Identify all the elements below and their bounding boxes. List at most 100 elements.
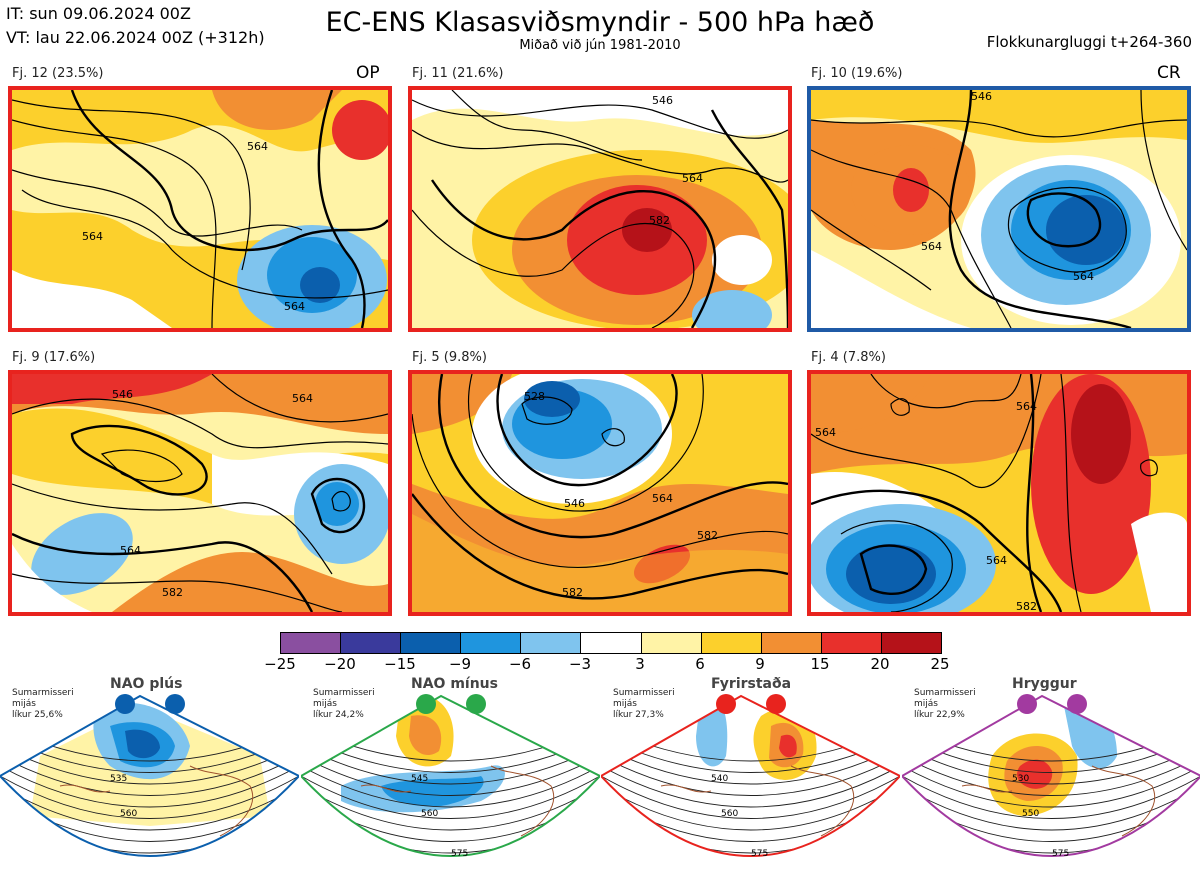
colorbar-tick-label: −25 <box>264 655 296 673</box>
colorbar-swatch <box>700 633 761 653</box>
regime-marker <box>1017 694 1037 714</box>
contour-label: 540 <box>711 774 728 784</box>
height-contour <box>0 755 299 796</box>
coastline <box>660 765 855 837</box>
regime-marker <box>115 694 135 714</box>
cluster-map-10: 546 564 564 <box>807 86 1191 332</box>
height-contour <box>902 785 1200 831</box>
height-contour <box>0 765 299 808</box>
colorbar-swatch <box>460 633 521 653</box>
cluster-label: Fj. 9 (17.6%) <box>12 350 96 365</box>
height-contour <box>301 775 600 819</box>
contour-label: 564 <box>1073 270 1094 283</box>
page-title: EC-ENS Klasasviðsmyndir - 500 hPa hæð <box>325 7 875 38</box>
regime-map: 545 560 575 <box>301 694 600 859</box>
contour-label: 582 <box>697 529 718 542</box>
contour-label: 560 <box>421 809 438 819</box>
regime-probability: Sumarmisseri mijás líkur 27,3% <box>613 688 675 720</box>
contour-label: 546 <box>112 388 133 401</box>
regime-marker <box>165 694 185 714</box>
regime-title: NAO mínus <box>411 676 498 692</box>
anomaly-area <box>409 715 442 756</box>
contour-label: 564 <box>292 392 313 405</box>
regime-outline <box>601 694 900 857</box>
contour-label: 564 <box>652 492 673 505</box>
height-contour <box>902 755 1200 796</box>
colorbar-tick-label: −6 <box>508 655 532 673</box>
height-contour <box>601 765 900 808</box>
height-contour <box>902 765 1200 808</box>
colorbar-swatch <box>580 633 641 653</box>
anomaly-area <box>779 734 797 758</box>
height-contour <box>301 765 600 808</box>
cluster-label: Fj. 5 (9.8%) <box>412 350 487 365</box>
contour-label: 564 <box>986 554 1007 567</box>
contour-label: 564 <box>921 240 942 253</box>
init-time: IT: sun 09.06.2024 00Z <box>6 4 191 23</box>
cluster-map-11: 546 564 582 <box>408 86 792 332</box>
coastline <box>961 765 1156 837</box>
height-contour <box>0 785 299 831</box>
contour-label: 575 <box>451 849 468 859</box>
anomaly-area <box>1017 759 1053 789</box>
colorbar-tick-label: 3 <box>635 655 645 673</box>
height-contour <box>601 785 900 831</box>
colorbar-swatch <box>880 633 942 653</box>
colorbar-tick-label: −15 <box>384 655 416 673</box>
contour-label: 545 <box>411 774 428 784</box>
regime-map: 530 550 575 <box>902 694 1200 859</box>
contour-label: 560 <box>120 809 137 819</box>
colorbar-tick-label: 20 <box>870 655 890 673</box>
contour-label: 582 <box>649 214 670 227</box>
cluster-label: Fj. 4 (7.8%) <box>811 350 886 365</box>
regime-marker <box>716 694 736 714</box>
contour-label: 582 <box>162 586 183 599</box>
colorbar-swatch <box>760 633 821 653</box>
cluster-map-12: 564 564 564 <box>8 86 392 332</box>
regime-probability: Sumarmisseri mijás líkur 25,6% <box>12 688 74 720</box>
cluster-label: Fj. 12 (23.5%) <box>12 66 104 81</box>
regime-title: NAO plús <box>110 676 183 692</box>
contour-label: 575 <box>751 849 768 859</box>
contour-label: 564 <box>1016 400 1037 413</box>
coastline <box>59 765 254 837</box>
regime-outline <box>902 694 1200 857</box>
regime-map: 540 560 575 <box>601 694 900 859</box>
regime-title: Fyrirstaða <box>711 676 792 692</box>
cluster-window: Flokkunargluggi t+264-360 <box>986 33 1192 51</box>
colorbar-swatch <box>640 633 701 653</box>
cluster-label: Fj. 11 (21.6%) <box>412 66 504 81</box>
height-contour <box>301 785 600 831</box>
regime-probability: Sumarmisseri mijás líkur 22,9% <box>914 688 976 720</box>
height-contour <box>0 745 299 785</box>
contour-label: 582 <box>1016 600 1037 612</box>
coastline <box>360 765 555 837</box>
regime-marker <box>1067 694 1087 714</box>
contour-label: 530 <box>1012 774 1029 784</box>
contour-label: 564 <box>815 426 836 439</box>
height-contour <box>601 745 900 785</box>
cluster-map-4: 564 564 564 582 <box>807 370 1191 616</box>
contour-label: 535 <box>110 774 127 784</box>
colorbar-swatch <box>820 633 881 653</box>
contour-label: 546 <box>971 90 992 103</box>
colorbar-tick-label: 25 <box>930 655 950 673</box>
colorbar-tick-label: −20 <box>324 655 356 673</box>
regime-marker <box>466 694 486 714</box>
contour-label: 564 <box>120 544 141 557</box>
height-contour <box>301 755 600 796</box>
regime-panel: 545 560 575 NAO mínus Sumarmisseri mijás lík… <box>301 676 600 871</box>
colorbar-swatch <box>281 633 341 653</box>
regime-outline <box>301 694 600 857</box>
colorbar-tick-label: −3 <box>568 655 592 673</box>
regime-probability: Sumarmisseri mijás líkur 24,2% <box>313 688 375 720</box>
contour-label: 546 <box>564 497 585 510</box>
regime-panel: 535 560 NAO plús Sumarmisseri mijás líkur 2… <box>0 676 299 871</box>
cluster-map-9: 546 564 564 582 <box>8 370 392 616</box>
contour-label: 564 <box>247 140 268 153</box>
colorbar-tick-label: −9 <box>448 655 472 673</box>
height-contour <box>0 775 299 819</box>
contour-label: 528 <box>524 390 545 403</box>
regime-outline <box>0 694 299 857</box>
regime-title: Hryggur <box>1012 676 1077 692</box>
